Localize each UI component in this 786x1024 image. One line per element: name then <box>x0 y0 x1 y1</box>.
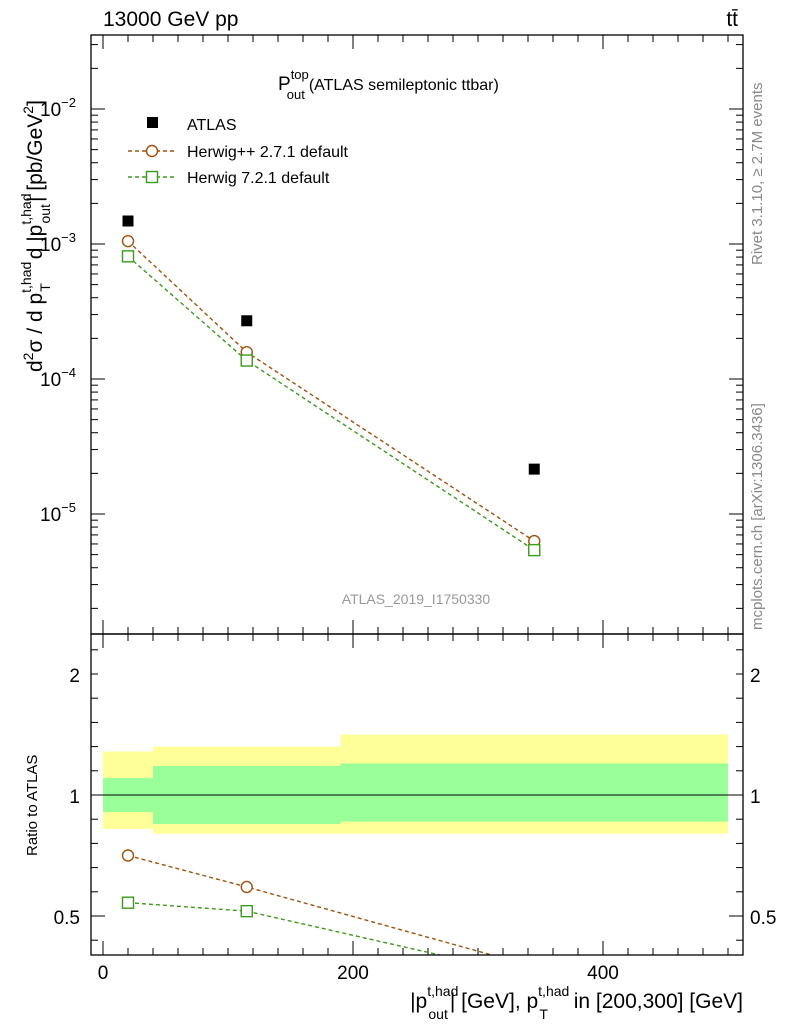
ratio-y-tick-label-2-left: 2 <box>69 666 80 687</box>
legend: ATLAS Herwig++ 2.7.1 default Herwig 7.2.… <box>128 117 349 187</box>
ratio-y-tick-label-2-right: 2 <box>750 666 761 687</box>
ratio-uncertainty-bands <box>103 734 728 834</box>
ratio-panel: 2 1 0.5 2 1 0.5 Ratio to ATLAS 0 200 400… <box>24 633 776 1022</box>
ratio-y-tick-label-1-right: 1 <box>750 787 761 808</box>
header-energy-label: 13000 GeV pp <box>103 8 238 31</box>
ratio-axis-ticks <box>91 634 743 955</box>
ratio-y-tick-label-0.5-right: 0.5 <box>750 908 776 929</box>
legend-atlas-label: ATLAS <box>187 117 237 134</box>
legend-herwigpp-marker <box>145 144 159 158</box>
herwigpp-ratio-point <box>529 961 540 972</box>
legend-herwig7-marker <box>145 170 159 184</box>
atlas-data-point <box>528 463 540 475</box>
herwigpp-ratio-point <box>240 880 253 894</box>
herwigpp-ratio-line <box>127 854 495 955</box>
ratio-band-inner <box>340 763 728 822</box>
ratio-y-tick-label-0.5-left: 0.5 <box>54 908 80 929</box>
legend-herwig7-label: Herwig 7.2.1 default <box>187 170 330 187</box>
main-axis-ticks <box>91 35 743 634</box>
atlas-data-point <box>241 315 253 327</box>
legend-herwigpp-label: Herwig++ 2.7.1 default <box>187 144 349 161</box>
herwig7-main-point <box>528 543 541 557</box>
herwigpp-main-point <box>121 234 135 248</box>
herwig7-ratio-point <box>121 896 135 909</box>
rivet-version-label: Rivet 3.1.10, ≥ 2.7M events <box>749 83 766 266</box>
ratio-y-tick-label-1-left: 1 <box>69 787 80 808</box>
legend-atlas-marker <box>147 117 158 128</box>
y-tick-label-1e-4: 10−4 <box>40 365 76 391</box>
x-tick-label-200: 200 <box>337 963 369 984</box>
main-panel: Ptop out(ATLAS semileptonic ttbar) 10−2 1… <box>18 34 744 635</box>
herwig7-main-line <box>127 255 535 551</box>
x-tick-label-400: 400 <box>587 963 619 984</box>
herwig7-ratio-point <box>240 904 253 918</box>
ratio-plot-frame <box>90 633 744 956</box>
herwig7-ratio-point <box>529 971 540 982</box>
herwigpp-main-line <box>127 240 535 542</box>
y-tick-label-1e-5: 10−5 <box>40 500 76 526</box>
herwigpp-ratio-point <box>121 849 135 862</box>
y-tick-label-1e-3: 10−3 <box>40 230 76 256</box>
herwig7-ratio-line <box>127 901 443 955</box>
y-axis-label: d2σ / d pt,had T d |pt,had out| [pb/GeV2] <box>18 100 53 372</box>
x-tick-label-0: 0 <box>98 963 109 984</box>
mcplots-label: mcplots.cern.ch [arXiv:1306.3436] <box>749 403 766 630</box>
atlas-data-point <box>122 215 134 227</box>
herwig7-main-point <box>121 250 135 263</box>
herwig7-main-point <box>240 354 253 367</box>
header-process-label: tt̄ <box>726 8 738 31</box>
ratio-series-group <box>121 849 540 982</box>
y-tick-label-1e-2: 10−2 <box>40 95 76 121</box>
x-axis-label: |pt,had out| [GeV], pt,had T in [200,300] … <box>410 983 743 1022</box>
analysis-watermark: ATLAS_2019_I1750330 <box>342 591 491 607</box>
plot-title: Ptop out(ATLAS semileptonic ttbar) <box>278 67 499 102</box>
main-series-group <box>121 215 541 557</box>
ratio-y-axis-label: Ratio to ATLAS <box>24 755 41 856</box>
